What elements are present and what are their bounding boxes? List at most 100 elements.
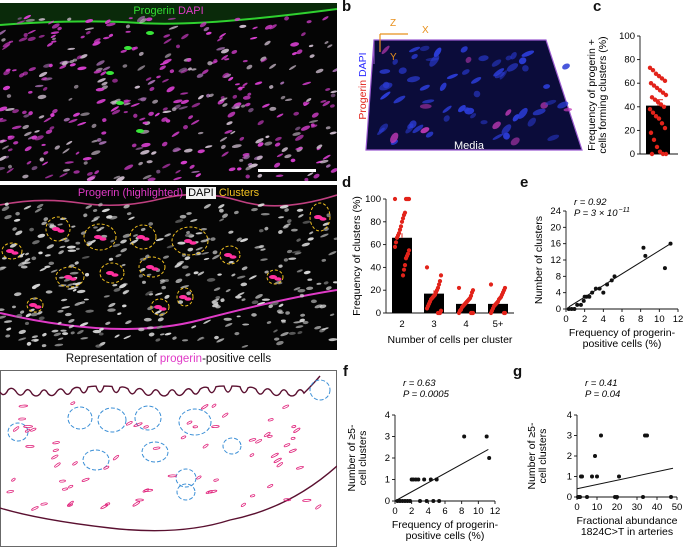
e-point xyxy=(668,241,673,246)
nucleus-3d xyxy=(480,120,488,125)
nucleus xyxy=(113,287,121,292)
nucleus xyxy=(203,203,211,209)
nucleus-3d xyxy=(506,63,519,72)
nucleus xyxy=(198,337,205,340)
cluster-circle xyxy=(266,269,284,285)
nucleus xyxy=(290,158,296,163)
nucleus xyxy=(237,292,245,296)
nucleus xyxy=(112,243,121,248)
nucleus-3d xyxy=(493,68,505,77)
c-point xyxy=(663,92,669,98)
nucleus xyxy=(22,71,29,76)
nucleus xyxy=(75,241,81,245)
nucleus-3d xyxy=(505,55,512,61)
f-xtick-label: 12 xyxy=(490,506,501,517)
nucleus xyxy=(45,129,53,134)
micrograph-clusters: Progerin (highlighted) DAPI Clusters xyxy=(0,185,337,350)
nucleus xyxy=(138,51,144,56)
g-xtick-label: 10 xyxy=(592,502,603,513)
nucleus xyxy=(42,161,49,166)
nucleus xyxy=(139,267,146,272)
nucleus xyxy=(245,165,254,171)
nucleus xyxy=(161,117,168,122)
nucleus xyxy=(148,332,155,337)
f-ytick-label: 1 xyxy=(385,475,390,486)
nucleus xyxy=(185,273,191,277)
nucleus xyxy=(51,40,57,43)
nucleus xyxy=(285,311,290,315)
nucleus xyxy=(281,321,286,324)
c-point xyxy=(651,83,657,88)
nucleus xyxy=(248,108,254,113)
nucleus xyxy=(284,154,292,159)
nucleus xyxy=(9,243,17,248)
d-point xyxy=(400,273,406,278)
c-point xyxy=(658,102,664,107)
nucleus xyxy=(322,100,331,107)
d-point xyxy=(456,310,462,316)
nucleus xyxy=(48,261,55,266)
nucleus xyxy=(114,334,120,338)
nucleus xyxy=(296,269,303,273)
progerin-cell-outline xyxy=(211,425,220,429)
c-point xyxy=(649,151,655,157)
nucleus xyxy=(322,16,329,21)
nucleus xyxy=(85,19,94,23)
nucleus xyxy=(278,230,283,234)
g-point xyxy=(593,454,597,458)
progerin-cell xyxy=(124,46,132,50)
nucleus xyxy=(59,217,67,220)
nucleus xyxy=(37,311,43,315)
nucleus-3d xyxy=(380,91,391,100)
nucleus xyxy=(138,327,145,332)
e-ytick-label: 24 xyxy=(550,206,561,217)
progerin-cell-outline xyxy=(135,498,144,502)
nucleus xyxy=(162,163,171,169)
nucleus xyxy=(66,140,73,145)
nucleus xyxy=(247,162,253,166)
c-ytick-label: 60 xyxy=(624,78,635,89)
nucleus xyxy=(276,153,284,158)
representation-prefix: Representation of xyxy=(65,353,160,365)
nucleus xyxy=(155,238,164,242)
nucleus xyxy=(0,155,7,161)
nucleus xyxy=(304,177,309,181)
nucleus-3d xyxy=(512,114,520,122)
progerin-cell-outline xyxy=(103,465,110,470)
nucleus xyxy=(0,315,7,319)
nucleus xyxy=(264,141,273,146)
nucleus xyxy=(219,218,225,222)
representation-diagram xyxy=(0,370,337,547)
nucleus xyxy=(115,176,125,181)
progerin-cell-outline xyxy=(12,426,20,432)
g-fit-line xyxy=(576,467,674,490)
e-xtick-label: 12 xyxy=(673,314,684,325)
nucleus xyxy=(17,17,22,20)
nucleus xyxy=(68,318,75,323)
f-ytick-label: 0 xyxy=(385,496,390,507)
progerin-cell xyxy=(106,71,114,75)
nucleus xyxy=(227,111,236,118)
nucleus xyxy=(239,24,247,28)
nucleus xyxy=(176,44,180,49)
nucleus xyxy=(237,167,242,171)
nucleus xyxy=(85,204,93,209)
nucleus xyxy=(45,290,53,294)
nucleus xyxy=(193,271,199,275)
c-ytick-label: 20 xyxy=(624,125,635,136)
nucleus-3d xyxy=(545,99,557,106)
nucleus xyxy=(106,215,113,219)
nucleus xyxy=(293,287,301,291)
nucleus xyxy=(96,99,106,104)
nucleus xyxy=(292,132,301,136)
f-point xyxy=(484,434,489,439)
side-progerin-label: Progerin xyxy=(357,79,369,120)
nucleus xyxy=(146,273,152,277)
nucleus-3d xyxy=(557,101,569,109)
nucleus xyxy=(57,321,62,325)
nucleus xyxy=(87,175,96,181)
nucleus xyxy=(278,216,285,219)
g-point xyxy=(590,474,594,479)
nucleus xyxy=(303,102,310,107)
e-point xyxy=(643,253,648,258)
